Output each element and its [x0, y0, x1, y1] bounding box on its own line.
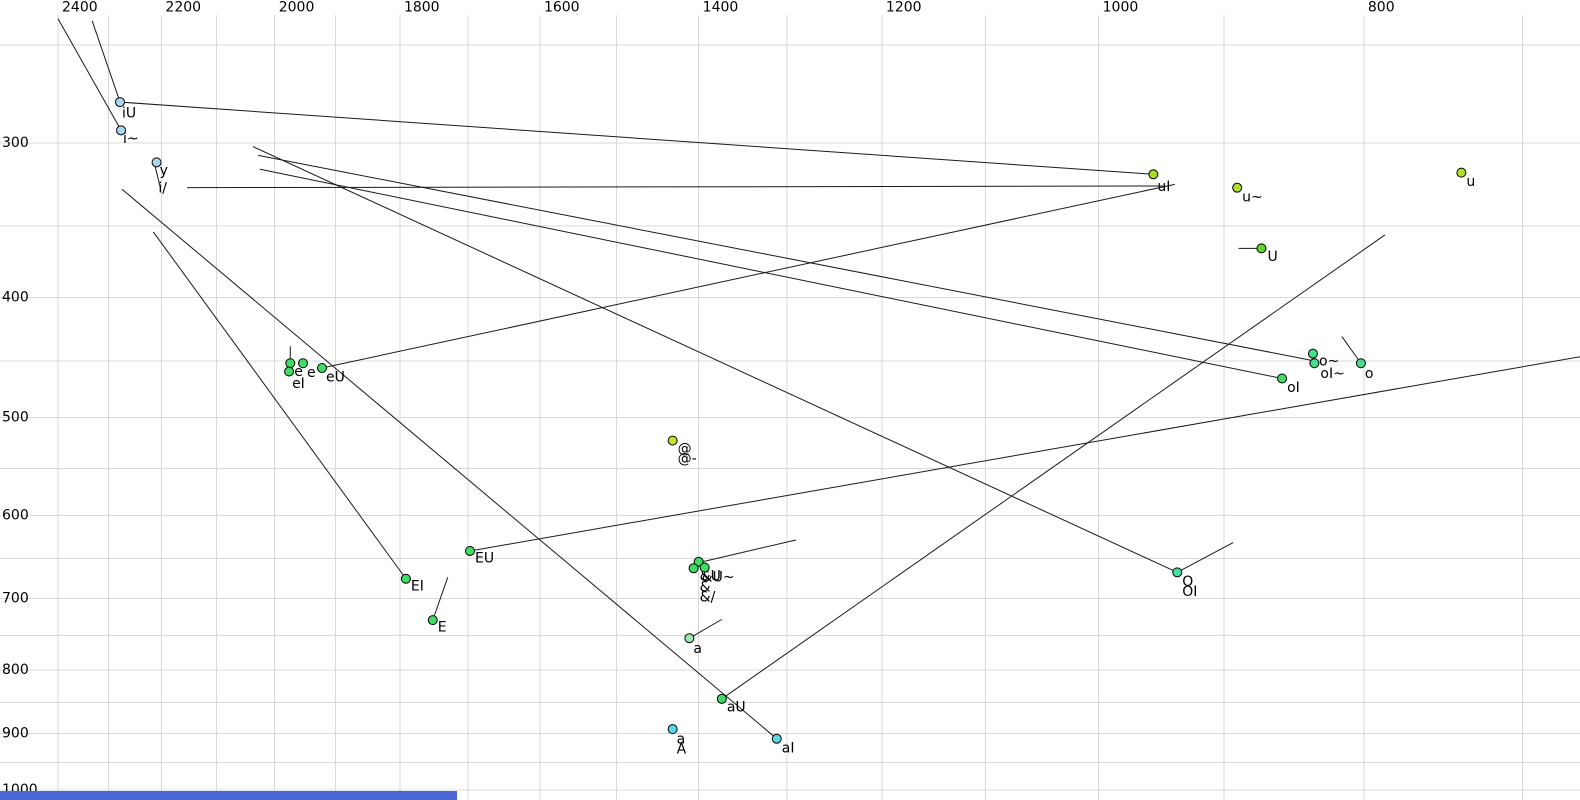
y-axis-tick-label: 800	[2, 662, 29, 678]
trajectory-line	[154, 165, 161, 188]
vowel-label-EU: EU	[475, 551, 494, 567]
trajectory-line	[252, 146, 1178, 573]
x-axis-tick-label: 2200	[165, 0, 201, 16]
vowel-label-U: U	[1267, 249, 1277, 265]
vowel-point-andU[interactable]	[693, 556, 704, 567]
trajectory-line	[432, 576, 449, 621]
vowel-point-a[interactable]	[667, 724, 678, 735]
vowel-point-a-mid[interactable]	[684, 633, 695, 644]
vowel-point-o-nasal[interactable]	[1307, 348, 1318, 359]
vowel-label-oI: oI	[1287, 380, 1300, 396]
trajectory-line	[121, 188, 778, 740]
y-axis-tick-label: 400	[2, 290, 29, 306]
y-axis-tick-label: 600	[2, 507, 29, 523]
trajectory-line	[698, 539, 797, 564]
vowel-point-aI[interactable]	[771, 733, 782, 744]
trajectory-line	[1177, 542, 1234, 573]
vowel-label-schwa: @-	[678, 451, 697, 467]
x-axis-tick-label: 1200	[886, 0, 922, 16]
x-axis-tick-label: 800	[1368, 0, 1395, 16]
vowel-label-schwa: @	[678, 441, 692, 457]
vowel-label-aI: aI	[782, 740, 795, 756]
trajectory-line	[119, 101, 1154, 175]
y-axis-tick-label: 500	[2, 409, 29, 425]
vowel-point-oI[interactable]	[1277, 373, 1288, 384]
selection-bar[interactable]	[0, 791, 457, 800]
vowel-point-O[interactable]	[1172, 567, 1183, 578]
vowel-point-oI-nasal[interactable]	[1309, 358, 1320, 369]
vowel-point-EU[interactable]	[464, 545, 475, 556]
x-axis-tick-label: 1400	[703, 0, 739, 16]
vowel-label-u-nasal: u~	[1242, 189, 1263, 205]
vowel-label-i-nasal: i~	[123, 131, 139, 147]
vowel-label-e1: e	[294, 364, 303, 380]
vowel-point-o[interactable]	[1355, 358, 1366, 369]
vowel-label-uI: uI	[1157, 179, 1170, 195]
vowel-point-U[interactable]	[1256, 243, 1267, 254]
vowel-point-aU[interactable]	[716, 693, 727, 704]
trajectory-line	[187, 185, 1164, 189]
vowel-point-eI[interactable]	[284, 366, 295, 377]
trajectory-line	[259, 168, 1283, 379]
vowel-point-y[interactable]	[151, 157, 162, 168]
vowel-label-iU: iU	[122, 106, 136, 122]
y-axis-tick-label: 900	[2, 725, 29, 741]
vowel-point-andU-nasal[interactable]	[699, 562, 710, 573]
vowel-point-u-nasal[interactable]	[1232, 182, 1243, 193]
vowel-label-floating: i/	[158, 180, 167, 196]
trajectory-line	[721, 234, 1386, 700]
vowel-label-O: OI	[1182, 584, 1197, 600]
vowel-label-aU: aU	[727, 699, 746, 715]
vowel-point-i-nasal[interactable]	[116, 125, 127, 136]
vowel-label-andU: &	[700, 579, 711, 595]
x-axis-tick-label: 1800	[404, 0, 440, 16]
vowel-label-a: A	[677, 742, 687, 758]
trajectory-line	[152, 231, 407, 580]
vowel-label-andU: &U~	[702, 569, 735, 585]
trajectory-line	[321, 183, 1175, 369]
trajectory-line	[57, 18, 122, 131]
y-axis-tick-label: 300	[2, 135, 29, 151]
trajectory-line	[469, 356, 1580, 552]
vowel-point-E[interactable]	[427, 615, 438, 626]
vowel-label-eU: eU	[326, 370, 345, 386]
vowel-label-e2: e	[307, 365, 316, 381]
vowel-label-eI: eI	[292, 376, 305, 392]
vowel-point-u[interactable]	[1456, 167, 1467, 178]
vowel-point-and-extra[interactable]	[688, 563, 699, 574]
x-axis-tick-label: 2000	[279, 0, 315, 16]
trajectory-line	[1341, 336, 1362, 364]
trajectory-line	[258, 154, 1315, 362]
vowel-point-e2[interactable]	[297, 358, 308, 369]
vowel-label-y: y	[160, 163, 168, 179]
vowel-label-oI-nasal: oI~	[1320, 366, 1344, 382]
vowel-point-iU[interactable]	[115, 97, 126, 108]
vowel-point-schwa[interactable]	[667, 435, 678, 446]
x-axis-tick-label: 1000	[1103, 0, 1139, 16]
vowel-label-EI: EI	[411, 578, 424, 594]
vowel-label-o-nasal: o~	[1319, 353, 1339, 369]
vowel-label-O: O	[1182, 574, 1193, 590]
x-axis-tick-label: 2400	[62, 0, 98, 16]
vowel-point-uI[interactable]	[1148, 169, 1159, 180]
y-axis-tick-label: 700	[2, 590, 29, 606]
vowel-label-a: a	[677, 732, 686, 748]
vowel-label-andU: &/	[700, 589, 716, 605]
vowel-label-a-mid: a	[693, 641, 702, 657]
trajectory-line	[91, 20, 121, 103]
trajectory-line	[689, 618, 723, 639]
x-axis-tick-label: 1600	[544, 0, 580, 16]
vowel-point-EI[interactable]	[400, 573, 411, 584]
vowel-label-E: E	[438, 620, 447, 636]
vowel-label-o: o	[1365, 366, 1374, 382]
vowel-point-eU[interactable]	[317, 362, 328, 373]
vowel-label-u: u	[1466, 174, 1475, 190]
